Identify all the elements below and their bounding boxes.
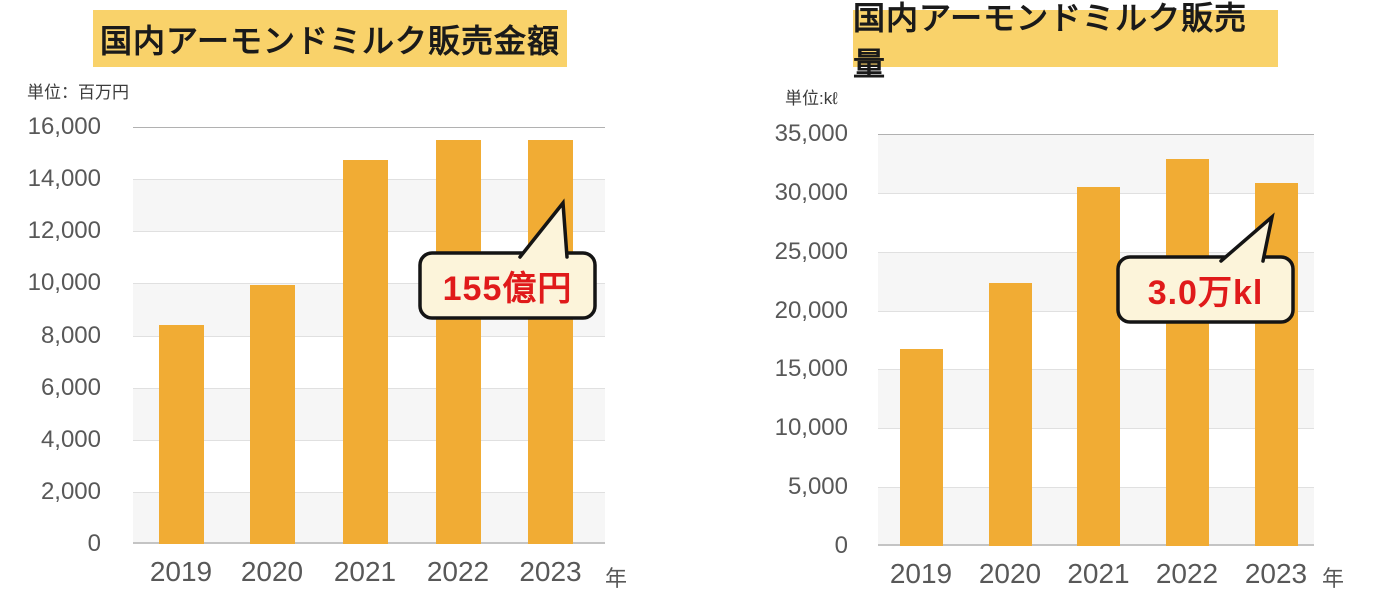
x-axis-unit-label: 年	[1322, 566, 1345, 591]
callout-value: 3.0万kl	[1147, 274, 1264, 312]
bar-2022	[435, 140, 481, 544]
callout-bubble	[418, 251, 597, 320]
x-tick-label: 2022	[1155, 558, 1219, 589]
chart-title-sales-value: 国内アーモンドミルク販売金額	[93, 10, 567, 67]
y-tick-label: 2,000	[40, 477, 101, 505]
chart-title-sales-volume: 国内アーモンドミルク販売量	[853, 0, 1278, 82]
x-tick-label: 2021	[333, 556, 397, 587]
bar-2021	[342, 160, 388, 544]
callout-pointer	[518, 198, 569, 259]
y-tick-label: 0	[834, 532, 848, 559]
plot-area	[133, 127, 605, 544]
y-tick-label: 8,000	[40, 321, 101, 349]
y-tick-label: 16,000	[27, 113, 101, 140]
callout-pointer	[1219, 212, 1275, 263]
y-tick-label: 30,000	[774, 178, 848, 206]
bar-2023	[528, 140, 573, 544]
callout-balloon	[1116, 212, 1295, 324]
chart-title-text: 国内アーモンドミルク販売量	[853, 0, 1248, 82]
y-tick-label: 35,000	[774, 120, 848, 147]
gridline-top	[133, 127, 605, 128]
y-axis-unit-label: 単位：百万円	[27, 83, 129, 102]
y-tick-label: 4,000	[40, 425, 101, 453]
x-tick-label: 2022	[426, 556, 490, 587]
y-tick-label: 14,000	[27, 165, 101, 193]
bar-2019	[899, 349, 943, 546]
bar-2019	[158, 325, 204, 544]
bar-2022	[1165, 159, 1209, 546]
y-tick-label: 0	[87, 530, 101, 557]
x-tick-label: 2023	[1244, 558, 1308, 589]
bar-2020	[988, 283, 1032, 546]
callout-balloon	[418, 198, 597, 320]
y-tick-label: 20,000	[774, 296, 848, 324]
x-tick-label: 2021	[1067, 558, 1130, 589]
y-tick-label: 10,000	[27, 269, 101, 297]
y-tick-label: 25,000	[774, 237, 848, 265]
gridline-top	[878, 134, 1314, 135]
y-tick-label: 6,000	[40, 373, 101, 401]
y-tick-label: 15,000	[774, 355, 848, 383]
chart-title-text: 国内アーモンドミルク販売金額	[99, 22, 561, 59]
bar-2021	[1077, 187, 1120, 546]
x-tick-label: 2019	[889, 558, 953, 589]
y-tick-label: 5,000	[787, 473, 848, 501]
y-axis-unit-label: 単位:kℓ	[785, 89, 838, 108]
x-axis-unit-label: 年	[605, 566, 628, 591]
bar-2020	[249, 285, 295, 544]
plot-area	[878, 134, 1314, 546]
callout-value: 155億円	[442, 270, 573, 308]
x-tick-label: 2019	[149, 556, 213, 587]
x-tick-label: 2023	[519, 556, 582, 587]
x-tick-label: 2020	[240, 556, 304, 587]
y-tick-label: 10,000	[774, 414, 848, 442]
x-tick-label: 2020	[978, 558, 1042, 589]
callout-bubble	[1116, 255, 1295, 324]
plot-band	[878, 134, 1314, 193]
y-tick-label: 12,000	[27, 217, 101, 245]
